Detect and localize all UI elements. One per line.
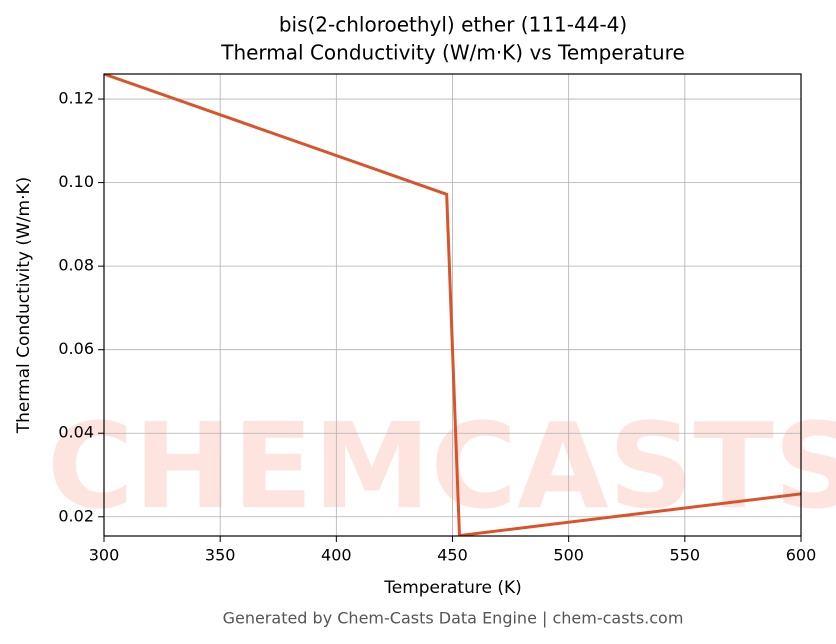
y-tick-label: 0.02: [58, 506, 94, 525]
y-tick-label: 0.06: [58, 339, 94, 358]
chart-subtitle: Thermal Conductivity (W/m·K) vs Temperat…: [220, 41, 685, 65]
x-tick-label: 350: [205, 546, 236, 565]
y-tick-label: 0.08: [58, 256, 94, 275]
y-tick-label: 0.12: [58, 89, 94, 108]
data-line: [104, 74, 801, 536]
x-axis-label: Temperature (K): [383, 578, 522, 598]
chart-title: bis(2-chloroethyl) ether (111-44-4): [279, 13, 627, 37]
y-tick-label: 0.04: [58, 423, 94, 442]
x-tick-label: 600: [786, 546, 817, 565]
x-tick-label: 400: [321, 546, 352, 565]
y-tick-label: 0.10: [58, 172, 94, 191]
x-tick-label: 500: [553, 546, 584, 565]
plot-frame: [103, 73, 802, 537]
footer: Generated by Chem-Casts Data Engine | ch…: [223, 609, 684, 628]
x-tick-label: 300: [89, 546, 120, 565]
x-tick-label: 450: [437, 546, 468, 565]
x-tick-label: 550: [670, 546, 701, 565]
y-axis-label: Thermal Conductivity (W/m·K): [14, 177, 34, 435]
watermark: CHEMCASTS: [47, 397, 836, 535]
